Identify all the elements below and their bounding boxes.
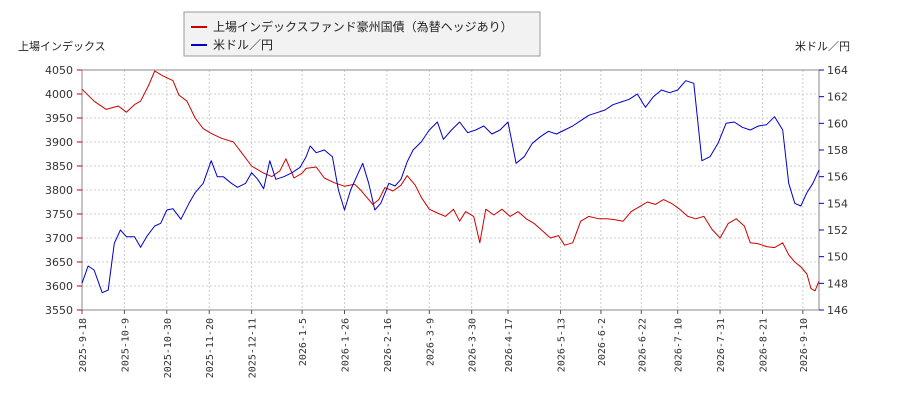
right-tick-label: 154	[827, 197, 848, 210]
series-lines	[81, 70, 820, 294]
right-axis-title: 米ドル／円	[795, 40, 850, 53]
left-axis-tick-labels: 3550 3600 3650 3700 3750 3800 3850 3900 3950 4000…	[45, 64, 82, 317]
left-tick-label: 3550	[45, 304, 73, 317]
x-tick-label: 2026-5-13	[557, 318, 568, 372]
right-tick-label: 152	[827, 224, 848, 237]
x-tick-label: 2026-6-22	[637, 318, 648, 372]
left-tick-label: 3600	[45, 280, 73, 293]
left-tick-label: 3700	[45, 232, 73, 245]
left-tick-label: 3900	[45, 136, 73, 149]
legend-label-series-1: 上場インデックスファンド豪州国債（為替ヘッジあり）	[213, 19, 513, 34]
x-tick-label: 2025-12-11	[248, 318, 259, 378]
x-tick-label: 2026-8-21	[758, 318, 769, 372]
series-line-2	[81, 80, 820, 294]
right-tick-label: 146	[827, 304, 848, 317]
x-tick-label: 2026-9-10	[799, 318, 810, 372]
legend: 上場インデックスファンド豪州国債（為替ヘッジあり） 米ドル／円	[183, 11, 541, 57]
left-tick-label: 4000	[45, 88, 73, 101]
x-tick-label: 2026-6-2	[597, 318, 608, 366]
right-tick-label: 164	[827, 64, 848, 77]
right-tick-label: 158	[827, 144, 848, 157]
right-axis-tick-labels: 146 148 150 152 154 156 158 160 162 164	[819, 64, 848, 317]
x-tick-label: 2026-3-9	[425, 318, 436, 366]
x-tick-label: 2026-1-26	[340, 318, 351, 372]
left-tick-label: 3650	[45, 256, 73, 269]
right-tick-label: 148	[827, 277, 848, 290]
x-tick-label: 2025-10-30	[163, 318, 174, 378]
left-tick-label: 3950	[45, 112, 73, 125]
x-tick-label: 2026-1-5	[298, 318, 309, 366]
legend-box	[183, 11, 541, 57]
right-tick-label: 156	[827, 171, 848, 184]
legend-label-series-2: 米ドル／円	[213, 38, 273, 52]
right-tick-label: 162	[827, 91, 848, 104]
x-axis-tick-labels: 2025-9-18 2025-10-9 2025-10-30 2025-11-20 20…	[78, 310, 810, 378]
left-tick-label: 4050	[45, 64, 73, 77]
left-axis-title: 上場インデックス	[18, 39, 106, 53]
x-tick-label: 2025-9-18	[78, 318, 89, 372]
x-tick-label: 2025-11-20	[205, 318, 216, 378]
left-tick-label: 3850	[45, 160, 73, 173]
x-tick-label: 2025-10-9	[120, 318, 131, 372]
right-tick-label: 150	[827, 251, 848, 264]
left-tick-label: 3800	[45, 184, 73, 197]
x-tick-label: 2026-3-30	[468, 318, 479, 372]
x-tick-label: 2026-4-17	[504, 318, 515, 372]
left-tick-label: 3750	[45, 208, 73, 221]
x-tick-label: 2026-2-16	[383, 318, 394, 372]
series-line-1	[81, 70, 820, 292]
x-tick-label: 2026-7-10	[674, 318, 685, 372]
grid	[81, 69, 819, 311]
x-tick-label: 2026-7-31	[716, 318, 727, 372]
right-tick-label: 160	[827, 117, 848, 130]
